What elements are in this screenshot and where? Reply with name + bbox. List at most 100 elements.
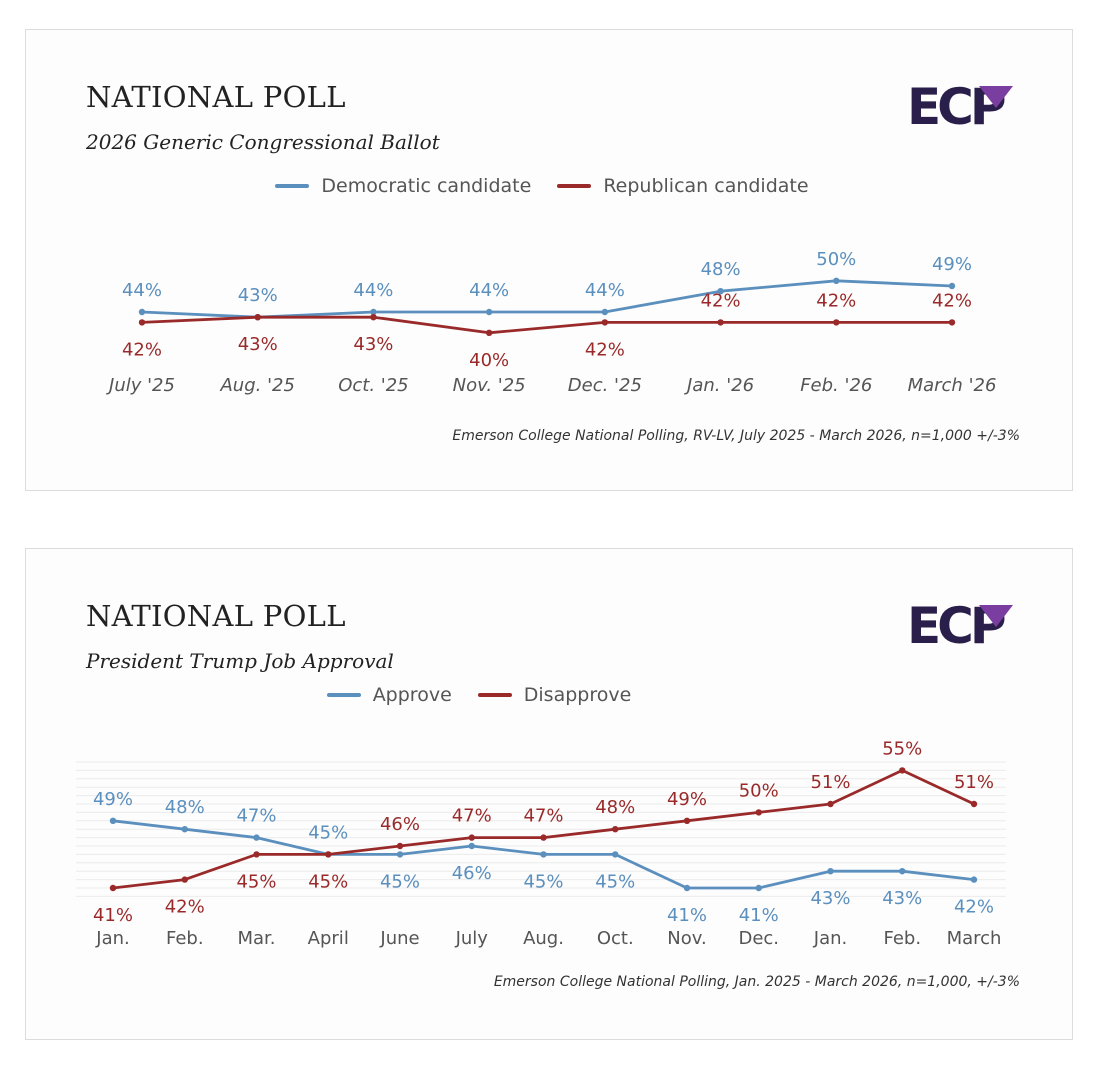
data-point bbox=[468, 842, 475, 850]
data-point bbox=[138, 308, 146, 316]
x-tick-label: Dec. bbox=[738, 928, 779, 949]
data-label: 51% bbox=[954, 772, 994, 793]
legend-item-disapprove: Disapprove bbox=[477, 684, 632, 706]
data-label: 48% bbox=[165, 797, 205, 818]
data-point bbox=[540, 834, 547, 841]
job-approval-line-chart: 49% 48% 47%45%45% 46% 45% 45%41% 41%43% 43% 42%4… bbox=[76, 738, 1006, 949]
series-disapprove: 41% 42% 45% 45% 46% 47% 47% 48% 49% 50% 51% 55% 51% bbox=[93, 738, 994, 926]
x-tick-label: July bbox=[455, 928, 489, 949]
panel-subtitle: President Trump Job Approval bbox=[86, 649, 394, 673]
panel-title: NATIONAL POLL bbox=[86, 80, 346, 114]
poll-card-job-approval: NATIONAL POLL President Trump Job Approv… bbox=[25, 548, 1073, 1040]
data-label: 46% bbox=[380, 814, 420, 835]
data-point bbox=[948, 319, 956, 326]
data-point bbox=[181, 876, 188, 883]
x-tick-label: March bbox=[947, 928, 1002, 949]
panel-title: NATIONAL POLL bbox=[86, 599, 346, 633]
legend-swatch-blue bbox=[275, 184, 310, 188]
ecp-logo: ECP bbox=[907, 599, 1013, 651]
data-point bbox=[717, 288, 724, 295]
data-point bbox=[253, 851, 260, 858]
data-point bbox=[540, 851, 547, 858]
chart-legend: Approve Disapprove bbox=[0, 684, 1002, 706]
series-line bbox=[141, 315, 952, 335]
data-label: 51% bbox=[810, 772, 850, 793]
source-note: Emerson College National Polling, RV-LV,… bbox=[452, 428, 1020, 444]
data-point bbox=[109, 817, 117, 824]
data-label: 47% bbox=[236, 806, 276, 827]
data-point bbox=[833, 277, 840, 284]
legend-label: Democratic candidate bbox=[321, 175, 532, 197]
x-tick-label: Feb. bbox=[883, 928, 921, 949]
x-tick-label: Jan. '26 bbox=[684, 375, 754, 396]
logo-accent bbox=[979, 605, 1013, 627]
data-label: 42% bbox=[122, 339, 162, 360]
data-point bbox=[396, 842, 404, 850]
data-label: 42% bbox=[954, 897, 994, 918]
legend-item-democratic: Democratic candidate bbox=[275, 175, 531, 197]
data-label: 41% bbox=[93, 905, 133, 926]
x-tick-label: Nov. bbox=[667, 928, 706, 949]
data-label: 50% bbox=[816, 249, 856, 270]
data-label: 48% bbox=[595, 797, 635, 818]
data-point bbox=[138, 319, 146, 326]
x-axis-ticks: Jan. Feb. Mar. April June July Aug. Oct. Nov. Dec… bbox=[95, 928, 1001, 949]
x-tick-label: Dec. '25 bbox=[568, 375, 642, 396]
data-point bbox=[827, 800, 834, 808]
generic-ballot-line-chart: 44% 43% 44% 44% 44%48% 50% 49%42% 43% 43%40% 42%4… bbox=[106, 249, 996, 396]
x-tick-label: Nov. '25 bbox=[453, 375, 526, 396]
legend-item-republican: Republican candidate bbox=[557, 175, 809, 197]
data-point bbox=[370, 308, 377, 316]
data-label: 49% bbox=[932, 254, 972, 275]
data-point bbox=[612, 826, 619, 833]
data-label: 45% bbox=[595, 871, 635, 892]
legend-swatch-red bbox=[557, 184, 592, 188]
data-point bbox=[755, 884, 762, 892]
data-label: 43% bbox=[810, 888, 850, 909]
data-label: 47% bbox=[523, 806, 563, 827]
data-label: 49% bbox=[93, 789, 133, 810]
x-tick-label: Jan. bbox=[813, 928, 847, 949]
data-label: 46% bbox=[452, 863, 492, 884]
data-label: 45% bbox=[236, 871, 276, 892]
data-point bbox=[970, 876, 978, 883]
data-point bbox=[683, 817, 691, 824]
data-label: 41% bbox=[739, 905, 779, 926]
data-label: 44% bbox=[122, 280, 162, 301]
data-label: 45% bbox=[380, 871, 420, 892]
data-point bbox=[485, 329, 493, 336]
data-label: 44% bbox=[585, 280, 625, 301]
x-tick-label: June bbox=[379, 928, 419, 949]
data-label: 41% bbox=[667, 905, 707, 926]
x-tick-label: March '26 bbox=[908, 375, 997, 396]
legend-swatch-blue bbox=[326, 693, 361, 697]
legend-swatch-red bbox=[477, 693, 512, 697]
data-label: 47% bbox=[452, 806, 492, 827]
legend-label: Disapprove bbox=[523, 684, 632, 706]
data-label: 50% bbox=[739, 780, 779, 801]
x-tick-label: Feb. bbox=[166, 928, 204, 949]
data-point bbox=[253, 834, 260, 841]
x-tick-label: Mar. bbox=[237, 928, 275, 949]
x-axis-ticks: July '25 Aug. '25 Oct. '25 Nov. '25 Dec. '25… bbox=[106, 375, 996, 396]
data-label: 43% bbox=[882, 888, 922, 909]
x-tick-label: Jan. bbox=[95, 928, 129, 949]
x-tick-label: Oct. bbox=[597, 928, 634, 949]
logo-accent bbox=[979, 86, 1013, 108]
x-tick-label: Feb. '26 bbox=[800, 375, 872, 396]
data-point bbox=[181, 826, 188, 833]
panel-subtitle: 2026 Generic Congressional Ballot bbox=[86, 130, 440, 154]
x-tick-label: Aug. '25 bbox=[219, 375, 294, 396]
ecp-logo: ECP bbox=[907, 80, 1013, 132]
data-point bbox=[109, 884, 117, 892]
data-label: 55% bbox=[882, 738, 922, 759]
series-approve: 49% 48% 47% 45% 45% 46% 45% 45% 41% 41% 43% 43% 42% bbox=[93, 789, 994, 926]
x-tick-label: July '25 bbox=[106, 375, 175, 396]
data-label: 42% bbox=[701, 290, 741, 311]
data-label: 44% bbox=[469, 280, 509, 301]
data-point bbox=[833, 319, 840, 326]
data-point bbox=[468, 834, 475, 841]
series-democratic-candidate: 44% 43% 44% 44% 44% 48% 50% 49% bbox=[122, 249, 972, 321]
legend-label: Republican candidate bbox=[603, 175, 809, 197]
data-point bbox=[948, 282, 956, 290]
